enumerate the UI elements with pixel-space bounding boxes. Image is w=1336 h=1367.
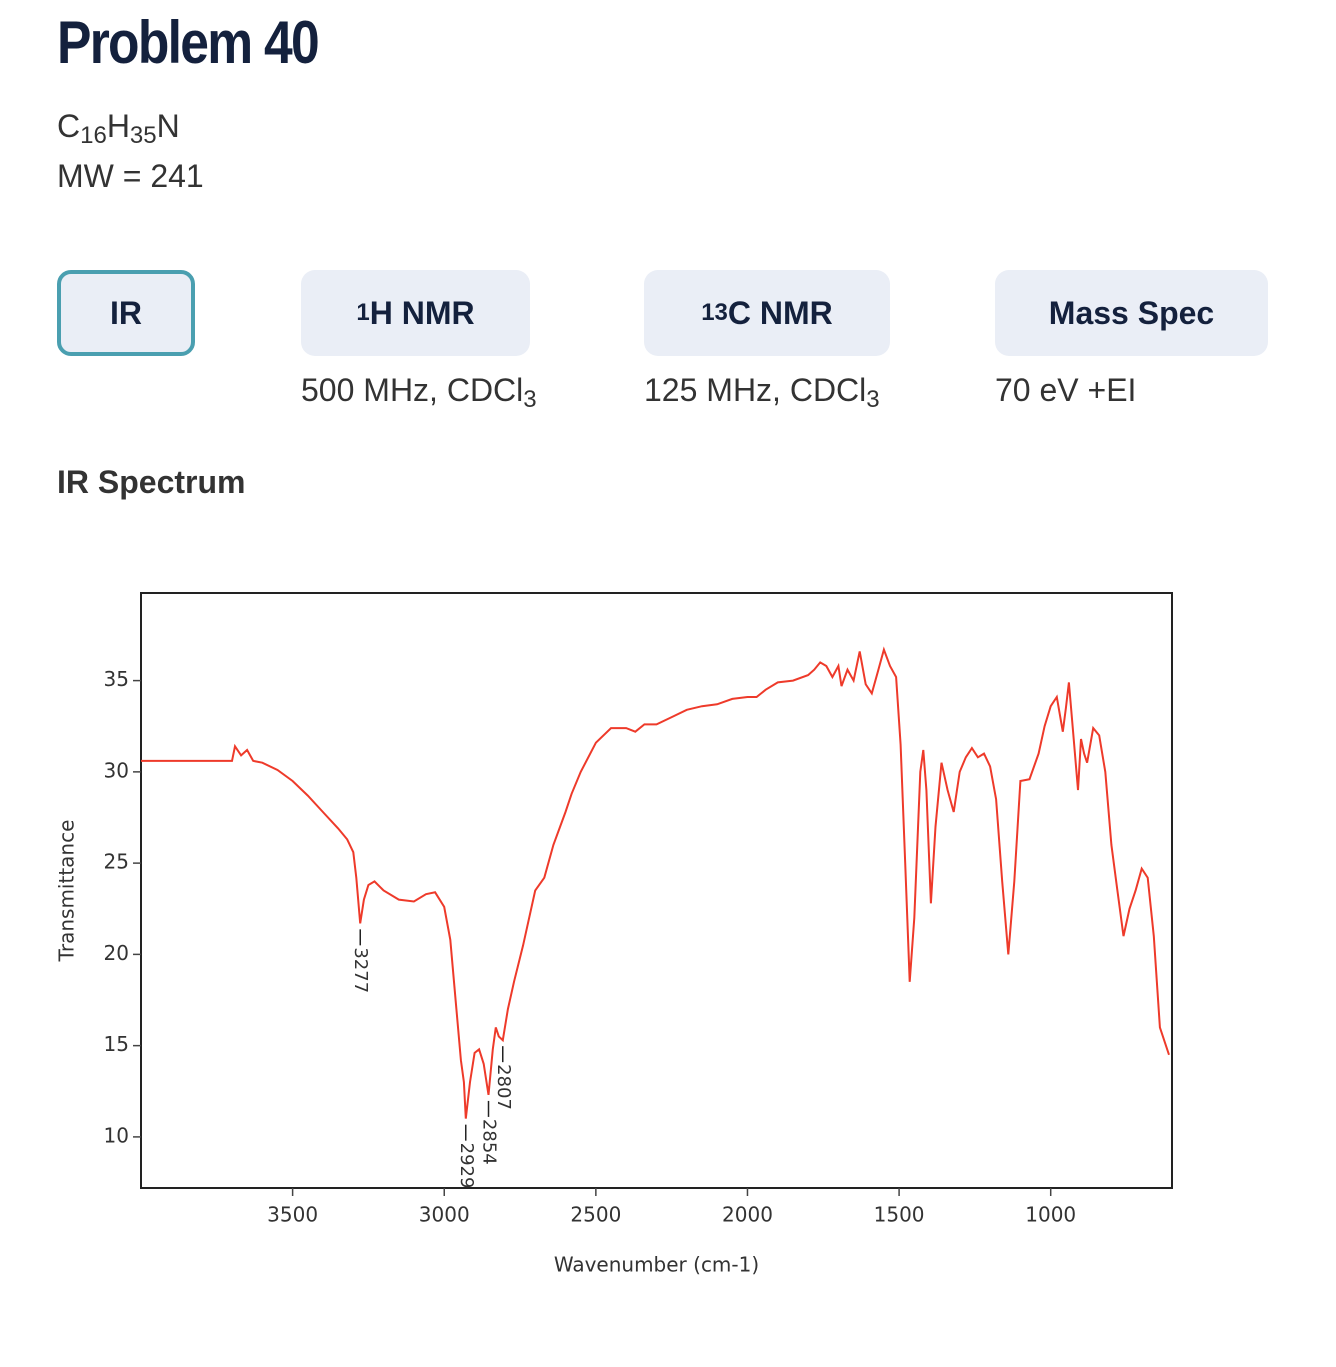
y-axis-label: Transmittance [55,820,79,963]
text-part: 3 [523,386,537,413]
y-tick-label: 25 [104,850,129,874]
text-part: N [156,108,180,144]
text-part: 13 [701,299,728,326]
spectrum-line [141,646,1170,1119]
x-tick-label: 3500 [267,1203,318,1227]
formula: C16H35N [57,108,180,150]
ir-chart: 3500 3000 2500 2000 1500 1000 10 15 20 25 30 35 Wave… [55,592,1173,1277]
y-tick-label: 35 [104,667,129,691]
text-part: 3 [866,386,880,413]
peak-label: 3277 [350,947,371,993]
text-part: C [57,108,81,144]
peak-label: 2807 [493,1064,514,1110]
text-part: IR [110,294,142,331]
section-heading: IR Spectrum [57,464,246,500]
y-tick-label: 30 [104,758,129,782]
y-tick-label: 15 [104,1032,129,1056]
x-tick-label: 1000 [1025,1203,1076,1227]
text-part: 1 [356,299,370,326]
y-tick-label: 20 [104,941,129,965]
text-part: C NMR [727,294,833,331]
peak-label: 2929 [456,1143,477,1189]
text-part: H NMR [369,294,475,331]
x-tick-label: 3000 [419,1203,470,1227]
tab-note: 70 eV +EI [995,372,1136,409]
plot-frame [140,592,1173,1189]
tab-note: 125 MHz, CDCl3 [644,372,880,414]
tab[interactable]: Mass Spec [995,270,1268,356]
y-tick-label: 10 [104,1123,129,1147]
x-tick-label: 1500 [874,1203,925,1227]
molecular-weight: MW = 241 [57,158,204,194]
peak-label: 2854 [479,1119,500,1165]
tab[interactable]: 13 C NMR [644,270,890,356]
text-part: 125 MHz, CDCl [644,372,867,408]
text-part: 500 MHz, CDCl [301,372,524,408]
tab[interactable]: IR [57,270,195,356]
text-part: 35 [129,122,157,149]
x-tick-label: 2000 [722,1203,773,1227]
text-part: 70 eV +EI [995,372,1137,408]
text-part: Mass Spec [1048,294,1215,331]
text-part: 16 [80,122,107,149]
text-part: H [106,108,130,144]
x-tick-label: 2500 [570,1203,621,1227]
x-axis-label: Wavenumber (cm-1) [554,1253,759,1277]
page-title: Problem 40 [57,9,320,76]
tab-note: 500 MHz, CDCl3 [301,372,537,414]
